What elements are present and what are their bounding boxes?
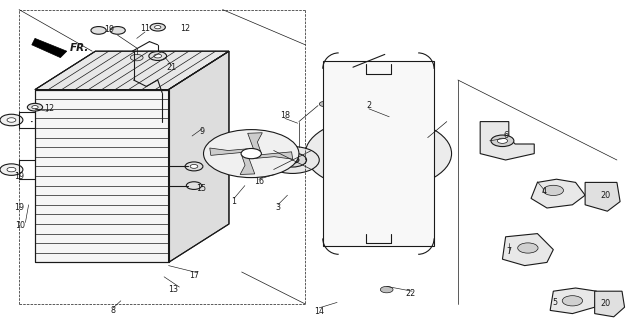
Text: 6: 6 (503, 132, 508, 140)
Text: 5: 5 (552, 298, 557, 307)
Text: 17: 17 (189, 271, 199, 280)
Polygon shape (210, 148, 248, 156)
Circle shape (277, 155, 289, 162)
Circle shape (110, 27, 125, 34)
Circle shape (32, 106, 38, 109)
Circle shape (372, 232, 385, 238)
Circle shape (7, 118, 16, 122)
Text: 20: 20 (600, 191, 611, 200)
Circle shape (372, 62, 385, 69)
Circle shape (241, 148, 261, 159)
Circle shape (279, 153, 307, 167)
Polygon shape (35, 90, 169, 262)
Polygon shape (531, 179, 585, 208)
Circle shape (186, 182, 202, 189)
Circle shape (367, 148, 390, 159)
Text: 19: 19 (14, 172, 24, 181)
Circle shape (185, 162, 203, 171)
Text: 19: 19 (14, 204, 24, 212)
Circle shape (266, 147, 319, 173)
Text: 10: 10 (15, 221, 25, 230)
Circle shape (27, 103, 43, 111)
Circle shape (0, 114, 23, 126)
Text: 12: 12 (181, 24, 191, 33)
Text: 7: 7 (506, 247, 511, 256)
Circle shape (0, 164, 23, 175)
Circle shape (518, 243, 538, 253)
Circle shape (347, 62, 359, 69)
Text: 14: 14 (314, 307, 324, 316)
Polygon shape (247, 133, 262, 152)
Circle shape (319, 101, 329, 107)
Text: 20: 20 (600, 299, 611, 308)
Circle shape (154, 54, 162, 58)
Polygon shape (169, 51, 229, 262)
Circle shape (155, 26, 161, 29)
Circle shape (204, 130, 299, 178)
Polygon shape (585, 182, 620, 211)
Text: 18: 18 (280, 111, 290, 120)
Text: 13: 13 (168, 285, 178, 294)
Text: 16: 16 (254, 177, 264, 186)
Circle shape (380, 286, 393, 293)
Text: 9: 9 (200, 127, 205, 136)
Polygon shape (480, 122, 534, 160)
Circle shape (286, 157, 299, 163)
Circle shape (149, 52, 167, 60)
Text: 4: 4 (541, 188, 546, 196)
Text: 8: 8 (111, 306, 116, 315)
Circle shape (333, 131, 424, 177)
Circle shape (7, 167, 16, 172)
Polygon shape (240, 155, 255, 174)
Circle shape (562, 296, 583, 306)
Circle shape (491, 135, 514, 147)
Circle shape (91, 27, 106, 34)
Text: 1: 1 (232, 197, 237, 206)
Circle shape (543, 185, 563, 196)
Circle shape (150, 23, 165, 31)
Polygon shape (502, 234, 553, 266)
Text: 12: 12 (45, 104, 55, 113)
Text: 15: 15 (196, 184, 206, 193)
Circle shape (190, 164, 198, 168)
Text: 2: 2 (366, 101, 371, 110)
Text: FR.: FR. (70, 43, 89, 53)
Polygon shape (35, 51, 229, 90)
Circle shape (353, 141, 404, 166)
Polygon shape (254, 152, 293, 159)
Text: 19: 19 (104, 25, 114, 34)
Text: 3: 3 (275, 204, 280, 212)
Circle shape (130, 54, 143, 61)
Circle shape (497, 138, 508, 143)
Text: 21: 21 (167, 63, 177, 72)
Polygon shape (550, 288, 597, 314)
Polygon shape (32, 38, 67, 58)
Text: 11: 11 (140, 24, 150, 33)
Circle shape (305, 117, 452, 190)
Polygon shape (595, 291, 625, 317)
Text: 22: 22 (405, 289, 415, 298)
Bar (322, 61, 434, 246)
